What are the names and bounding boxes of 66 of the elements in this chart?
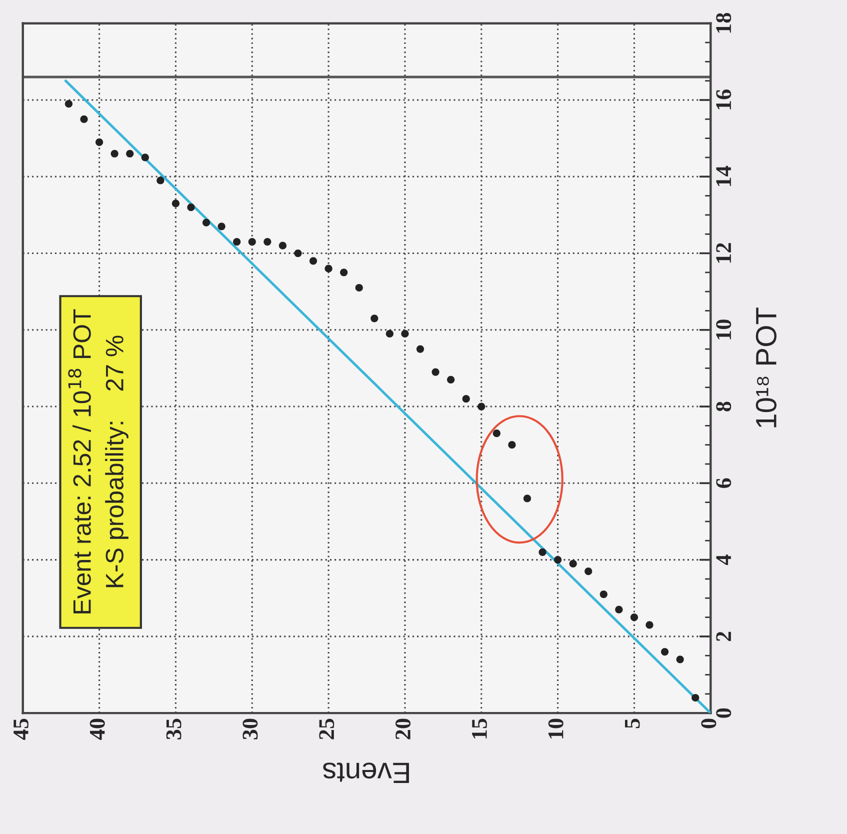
point: [462, 395, 470, 403]
point: [676, 656, 684, 664]
x-tick-label: 30: [242, 718, 258, 740]
point: [218, 222, 226, 230]
point: [523, 494, 532, 502]
point: [309, 257, 318, 265]
point: [80, 115, 88, 123]
y-tick-label: 0: [716, 708, 732, 718]
point: [95, 138, 104, 146]
point: [126, 150, 134, 158]
point: [156, 176, 164, 184]
y-tick-label: 2: [716, 632, 731, 642]
x-tick-label: 15: [472, 718, 487, 738]
point: [370, 314, 378, 322]
annotation: K-S probability: 27 %: [105, 336, 128, 588]
point: [416, 345, 424, 353]
point: [202, 218, 210, 226]
point: [600, 590, 608, 598]
point: [554, 556, 562, 564]
y-tick-label: 12: [716, 243, 731, 263]
y-tick-label: 18: [716, 12, 732, 33]
point: [340, 268, 348, 276]
point: [492, 430, 500, 438]
point: [172, 200, 180, 208]
x-tick-label: 5: [625, 718, 640, 728]
point: [110, 150, 118, 158]
x-axis-title: Events: [323, 762, 409, 783]
x-tick-label: 0: [701, 718, 716, 728]
point: [187, 203, 195, 212]
y-axis-title: 10¹⁸ POT: [756, 308, 777, 428]
x-tick-label: 35: [166, 718, 182, 740]
point: [324, 264, 332, 272]
point: [64, 100, 73, 108]
point: [141, 154, 149, 162]
point: [278, 242, 286, 250]
x-tick-label: 20: [396, 718, 411, 740]
point: [584, 567, 592, 576]
point: [646, 621, 654, 629]
y-tick-label: 14: [716, 166, 731, 186]
point: [432, 368, 440, 376]
point: [692, 694, 700, 702]
point: [660, 648, 669, 656]
point: [264, 238, 272, 246]
y-tick-label: 4: [716, 554, 731, 566]
point: [615, 606, 623, 614]
point: [248, 238, 256, 246]
point: [233, 238, 241, 246]
y-tick-label: 16: [716, 90, 732, 110]
x-tick-label: 40: [90, 718, 105, 740]
y-tick-label: 10: [716, 320, 732, 340]
point: [538, 548, 546, 556]
x-tick-label: 10: [548, 718, 564, 738]
point: [447, 376, 455, 384]
point: [508, 441, 516, 449]
annotation: Event rate: 2.52 / 10$^{18}$ POT: [68, 309, 91, 614]
point: [386, 330, 394, 338]
point: [478, 402, 486, 410]
x-tick-label: 45: [14, 718, 28, 740]
point: [294, 249, 302, 258]
point: [355, 284, 363, 292]
point: [630, 613, 638, 622]
point: [569, 560, 577, 568]
x-tick-label: 25: [319, 718, 334, 740]
y-tick-label: 6: [716, 478, 732, 488]
y-tick-label: 8: [716, 402, 732, 412]
point: [401, 330, 409, 338]
